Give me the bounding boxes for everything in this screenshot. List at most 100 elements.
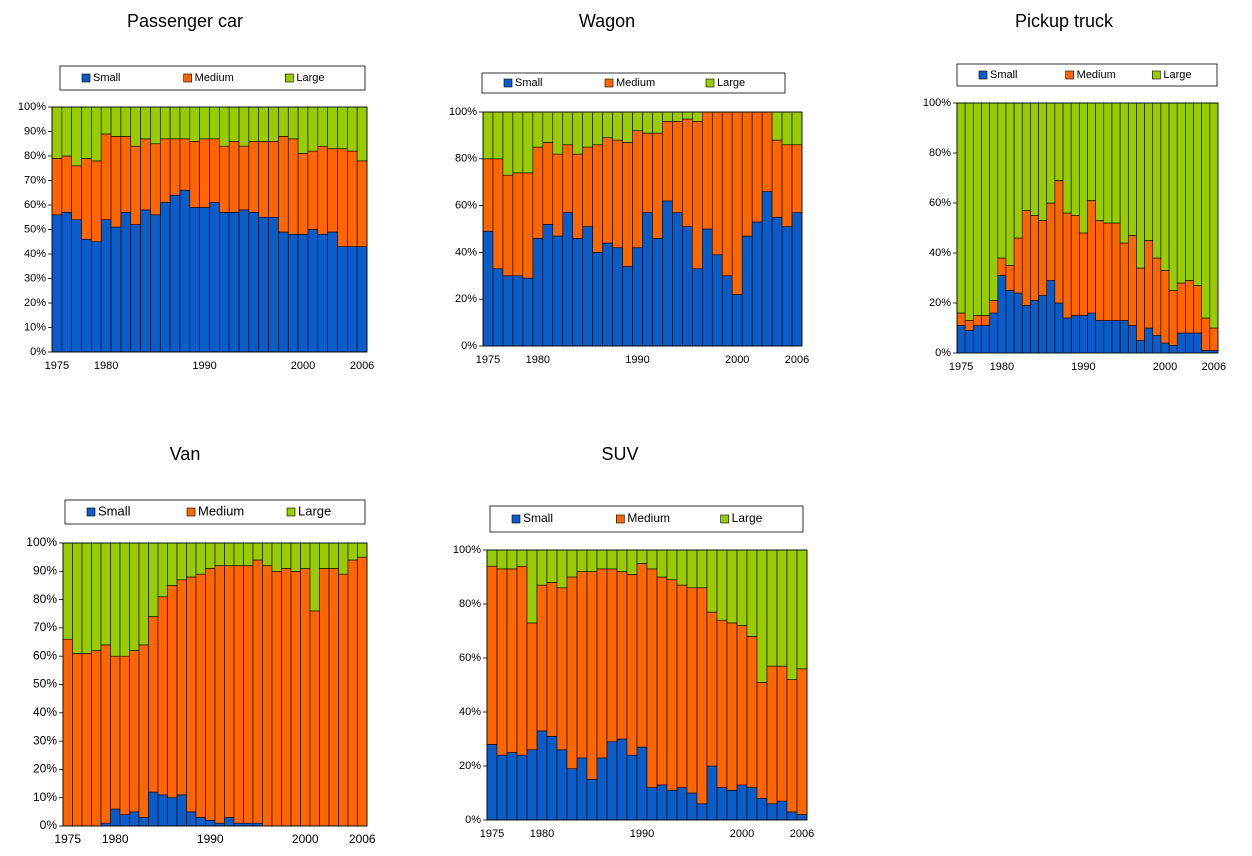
bar-segment [347,246,358,353]
bar-segment [746,549,758,637]
bar-segment [506,568,518,753]
bar-segment [796,549,808,670]
bar-segment [130,106,141,147]
bar-segment [1160,270,1170,344]
bar-segment [711,111,723,256]
x-tick-label: 1990 [630,828,654,840]
x-tick-label: 2006 [790,828,814,840]
bar-segment [536,549,548,586]
bar-segment [1111,222,1121,321]
bar-segment [252,822,263,827]
bar-segment [502,174,514,277]
legend-label: Large [717,77,745,89]
bar-segment [642,212,653,347]
bar-segment [1119,242,1129,321]
bar-segment [492,158,504,270]
chart-title: SUV [601,444,638,464]
bar-segment [676,584,688,788]
bar-segment [791,212,803,347]
bar-segment [130,224,141,353]
bar-segment [62,542,73,640]
bar-segment [496,549,508,570]
bar-segment [512,111,524,174]
bar-segment [596,568,608,759]
bar-segment [290,570,301,827]
bar-segment [791,144,803,213]
bar-segment [741,235,753,347]
bar-segment [307,229,319,353]
y-tick-label: 60% [24,199,46,211]
bar-segment [281,542,292,569]
bar-segment [1038,295,1048,354]
y-tick-label: 0% [465,814,481,826]
bar-segment [776,549,788,667]
y-tick-label: 30% [33,733,57,747]
bar-segment [622,266,633,347]
bar-segment [771,139,783,218]
bar-segment [1144,240,1154,329]
bar-segment [219,106,230,147]
bar-segment [51,214,63,353]
bar-segment [1087,312,1096,354]
chart-panel: Van Small Medium Large 1975 1980 1990 2000 2006 0… [26,444,376,846]
bar-segment [1209,102,1219,329]
bar-segment [327,231,338,353]
bar-segment [91,106,102,162]
bar-segment [696,803,708,821]
bar-segment [626,754,638,821]
bar-segment [100,542,111,646]
bar-segment [562,144,574,213]
bar-segment [766,803,778,821]
bar-segment [278,231,289,353]
legend: Small Medium Large [64,499,366,525]
bar-segment [243,565,254,824]
bar-segment [1111,102,1121,224]
bar-segment [328,542,339,569]
y-tick-label: 100% [923,97,951,109]
bar-segment [347,542,358,561]
bar-segment [1111,320,1121,354]
bar-segment [586,549,598,572]
bar-segment [576,757,588,821]
chart-panel: Pickup truck Small Medium Large 1975 1980 1990… [923,11,1226,373]
x-tick-label: 1975 [480,828,504,840]
bar-segment [268,141,279,218]
bar-segment [71,165,82,221]
bar-segment [761,191,773,347]
bar-segment [1030,102,1039,216]
bar-segment [148,791,159,827]
bar-segment [189,141,200,208]
x-tick-label: 2006 [1202,361,1226,373]
bar-segment [546,549,558,583]
bar-segment [337,106,348,149]
bar-segment [751,111,763,223]
bar-segment [1005,102,1015,266]
bar-segment [1038,220,1048,296]
bar-segment [238,145,250,211]
bar-segment [169,138,181,196]
bar-segment [268,106,279,142]
bar-segment [199,138,210,208]
legend-swatch [616,514,625,524]
legend-swatch [720,514,729,524]
bar-segment [682,118,693,227]
bar-segment [997,275,1007,354]
bar-segment [989,102,999,301]
bar-segment [756,681,768,799]
bar-segment [602,242,613,347]
bar-segment [756,549,768,683]
bar-segment [233,822,244,827]
bar-segment [542,111,554,143]
y-tick-label: 0% [40,818,58,832]
bar-segment [1030,300,1039,354]
x-tick-label: 1980 [102,832,129,846]
chart-title: Van [170,444,201,464]
bar-segment [1054,180,1064,304]
bar-segment [195,817,206,827]
bar-segment [248,141,260,213]
bar-segment [506,752,518,821]
bar-segment [552,235,564,347]
legend: Small Medium Large [489,505,804,533]
x-tick-label: 1980 [94,360,118,372]
bar-segment [1127,235,1137,326]
